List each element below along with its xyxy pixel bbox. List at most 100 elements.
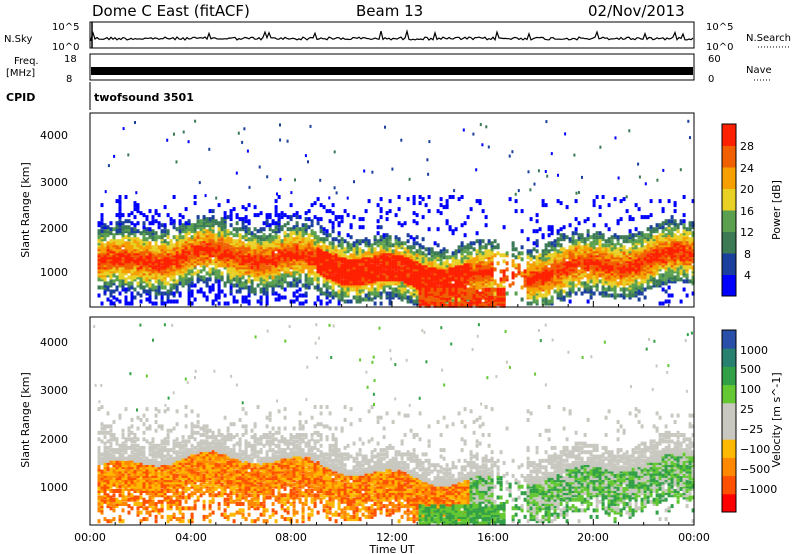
- power-echo-cell: [166, 295, 170, 300]
- power-echo-cell: [283, 231, 287, 236]
- power-echo-cell: [514, 263, 518, 268]
- power-echo-cell: [181, 263, 185, 268]
- power-echo-cell: [454, 265, 458, 270]
- power-echo-cell: [106, 225, 110, 230]
- power-echo-cell: [511, 247, 515, 252]
- power-echo-cell: [565, 249, 569, 254]
- power-echo-cell: [199, 241, 203, 246]
- power-echo-cell: [553, 289, 557, 294]
- power-echo-cell: [595, 247, 599, 252]
- power-echo-cell: [223, 219, 227, 224]
- power-echo-cell: [499, 253, 503, 258]
- power-echo-cell: [277, 263, 281, 268]
- power-echo-cell: [667, 285, 671, 290]
- power-echo-cell: [319, 263, 323, 268]
- power-echo-cell: [133, 267, 137, 272]
- power-echo-cell: [388, 291, 392, 296]
- power-echo-cell: [448, 291, 452, 296]
- power-echo-cell: [229, 231, 233, 236]
- power-echo-cell: [232, 227, 236, 232]
- power-echo-cell: [406, 289, 410, 294]
- power-echo-cell: [439, 249, 443, 254]
- power-echo-cell: [670, 263, 674, 268]
- power-echo-cell: [628, 275, 632, 280]
- power-echo-cell: [628, 283, 632, 288]
- power-echo-cell: [553, 259, 557, 264]
- power-echo-cell: [439, 211, 443, 216]
- power-echo-cell: [253, 245, 257, 250]
- power-echo-cell: [190, 269, 194, 274]
- power-echo-cell: [316, 247, 320, 252]
- power-echo-cell: [436, 209, 440, 214]
- power-echo-cell: [538, 227, 542, 232]
- power-echo-cell: [544, 257, 548, 262]
- power-echo-cell: [214, 293, 218, 298]
- power-echo-cell: [343, 247, 347, 252]
- power-echo-cell: [364, 293, 368, 298]
- power-echo-cell: [364, 237, 368, 242]
- power-echo-cell: [379, 197, 383, 202]
- power-echo-cell: [163, 233, 167, 238]
- power-echo-cell: [313, 253, 317, 258]
- power-echo-cell: [97, 241, 101, 246]
- power-echo-cell: [556, 229, 560, 234]
- power-echo-cell: [256, 277, 260, 282]
- power-echo-cell: [232, 239, 236, 244]
- power-echo-cell: [118, 299, 122, 304]
- power-echo-cell: [244, 295, 248, 300]
- power-echo-cell: [583, 237, 587, 242]
- power-echo-cell: [391, 249, 395, 254]
- power-echo-cell: [358, 225, 362, 230]
- power-echo-cell: [154, 259, 158, 264]
- power-echo-cell: [622, 263, 626, 268]
- power-echo-cell: [664, 281, 668, 286]
- power-echo-cell: [181, 235, 185, 240]
- power-echo-cell: [313, 285, 317, 290]
- power-echo-cell: [202, 215, 206, 220]
- power-echo-cell: [199, 251, 203, 256]
- power-echo-cell: [145, 255, 149, 260]
- power-echo-cell: [472, 283, 476, 288]
- power-echo-cell: [112, 273, 116, 278]
- power-echo-cell: [379, 301, 383, 306]
- power-echo-cell: [217, 273, 221, 278]
- power-echo-cell: [205, 241, 209, 246]
- power-echo-cell: [322, 231, 326, 236]
- power-echo-cell: [409, 283, 413, 288]
- power-echo-cell: [649, 229, 653, 234]
- power-echo-cell: [196, 219, 200, 224]
- power-echo-cell: [220, 237, 224, 242]
- power-echo-cell: [220, 217, 224, 222]
- power-echo-cell: [421, 301, 425, 306]
- power-echo-cell: [532, 241, 536, 246]
- power-echo-cell: [121, 273, 125, 278]
- power-echo-cell: [583, 263, 587, 268]
- power-echo-cell: [388, 263, 392, 268]
- power-echo-cell: [523, 279, 527, 284]
- power-echo-cell: [340, 263, 344, 268]
- power-echo-cell: [211, 267, 215, 272]
- power-echo-cell: [637, 263, 641, 268]
- power-echo-cell: [376, 265, 380, 270]
- power-echo-cell: [244, 219, 248, 224]
- power-echo-cell: [661, 263, 665, 268]
- power-echo-cell: [430, 247, 434, 252]
- power-echo-cell: [142, 229, 146, 234]
- power-echo-cell: [436, 251, 440, 256]
- power-echo-cell: [622, 287, 626, 292]
- power-echo-cell: [259, 281, 263, 286]
- power-echo-cell: [550, 295, 554, 300]
- power-echo-cell: [667, 219, 671, 224]
- power-echo-cell: [106, 241, 110, 246]
- power-echo-cell: [553, 283, 557, 288]
- power-echo-cell: [286, 233, 290, 238]
- power-echo-cell: [661, 221, 665, 226]
- power-echo-cell: [259, 241, 263, 246]
- power-echo-cell: [592, 199, 596, 204]
- power-echo-cell: [562, 283, 566, 288]
- power-echo-cell: [667, 299, 671, 304]
- power-echo-cell: [484, 261, 488, 266]
- power-echo-cell: [358, 295, 362, 300]
- power-echo-cell: [232, 277, 236, 282]
- power-echo-cell: [244, 215, 248, 220]
